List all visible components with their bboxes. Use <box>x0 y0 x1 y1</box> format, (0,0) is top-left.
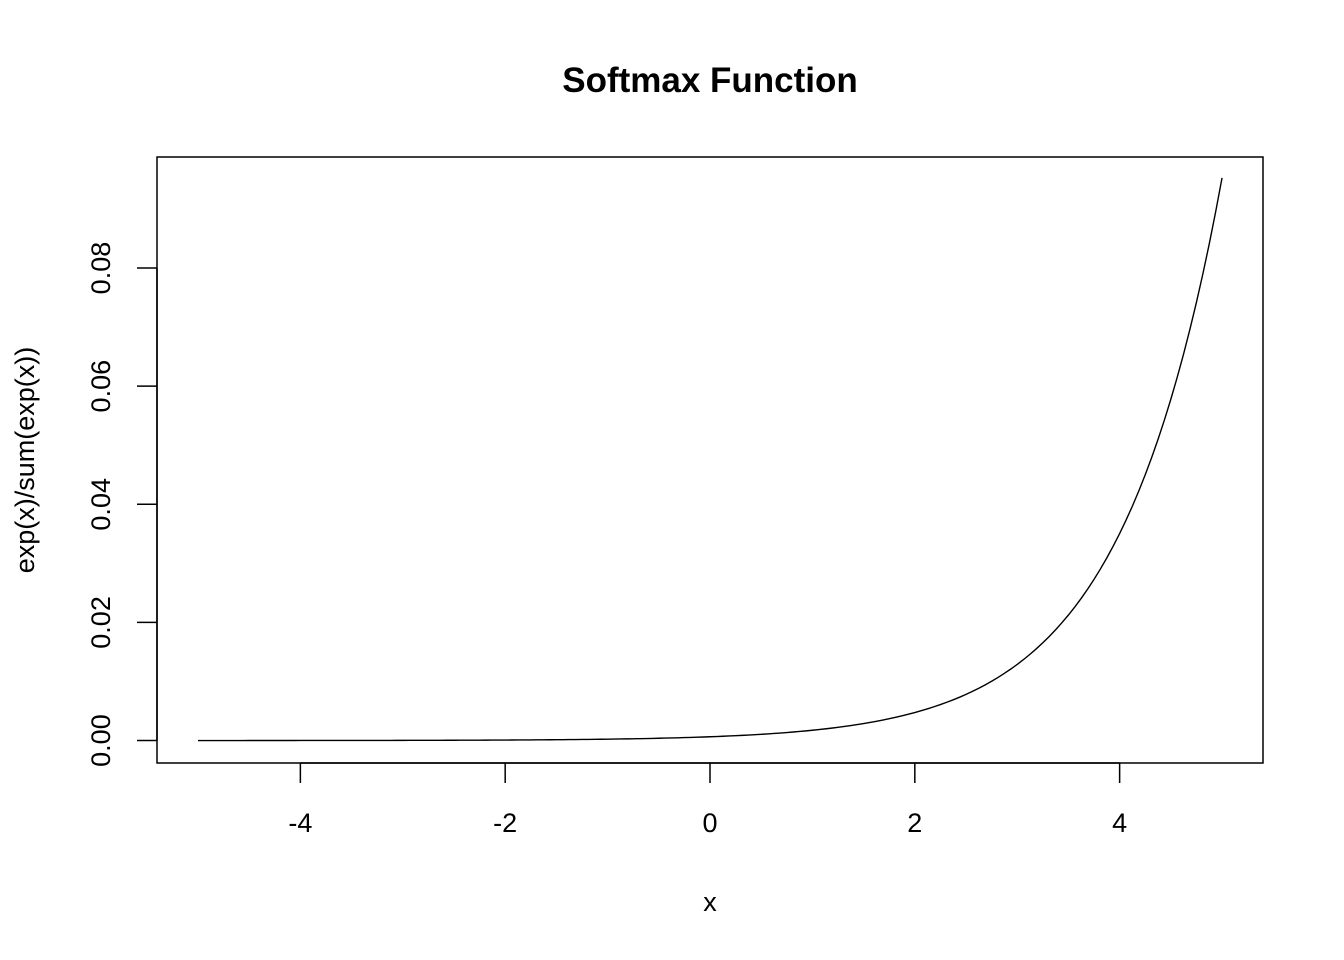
x-tick-label: 2 <box>907 808 922 838</box>
x-tick-label: -4 <box>288 808 312 838</box>
plot-frame <box>156 156 1264 764</box>
y-tick-label: 0.04 <box>86 478 116 531</box>
softmax-curve <box>197 177 1223 742</box>
x-tick-label: 4 <box>1112 808 1127 838</box>
x-tick-label: -2 <box>493 808 517 838</box>
x-axis-ticks: -4 -2 0 2 4 <box>288 763 1127 838</box>
y-tick-label: 0.08 <box>86 242 116 295</box>
y-axis-label: exp(x)/sum(exp(x)) <box>10 347 40 574</box>
chart-title: Softmax Function <box>562 61 858 100</box>
x-tick-label: 0 <box>702 808 717 838</box>
y-axis-ticks: 0.00 0.02 0.04 0.06 0.08 <box>86 242 157 767</box>
x-axis-label: x <box>703 887 717 917</box>
y-tick-label: 0.06 <box>86 360 116 413</box>
y-tick-label: 0.02 <box>86 596 116 649</box>
y-tick-label: 0.00 <box>86 714 116 767</box>
